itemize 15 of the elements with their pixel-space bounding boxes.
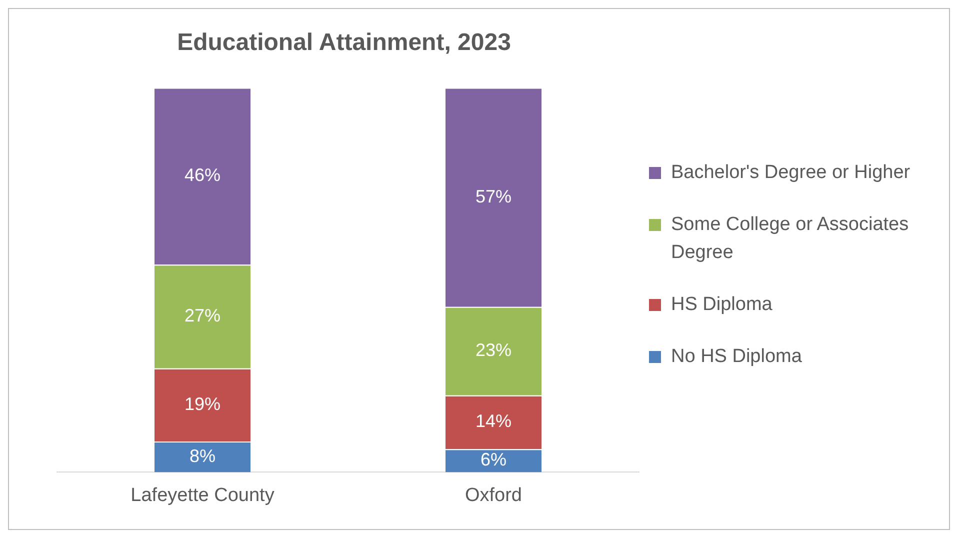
x-tick-label: Oxford <box>464 484 522 506</box>
legend-label: Bachelor's Degree or Higher <box>671 161 910 185</box>
chart-title: Educational Attainment, 2023 <box>177 29 511 56</box>
legend-label: No HS Diploma <box>671 345 802 369</box>
data-label: 14% <box>475 411 512 432</box>
data-label: 8% <box>189 446 216 466</box>
x-tick-label: Lafeyette County <box>130 484 275 506</box>
data-label: 6% <box>480 450 507 470</box>
data-label: 27% <box>184 305 221 326</box>
data-label: 57% <box>475 186 512 206</box>
legend-label: HS Diploma <box>671 293 772 317</box>
legend-label: Some College or Associates Degree <box>671 213 910 265</box>
data-label: 23% <box>475 340 512 360</box>
data-label: 19% <box>184 394 221 414</box>
data-label: 46% <box>184 165 221 186</box>
